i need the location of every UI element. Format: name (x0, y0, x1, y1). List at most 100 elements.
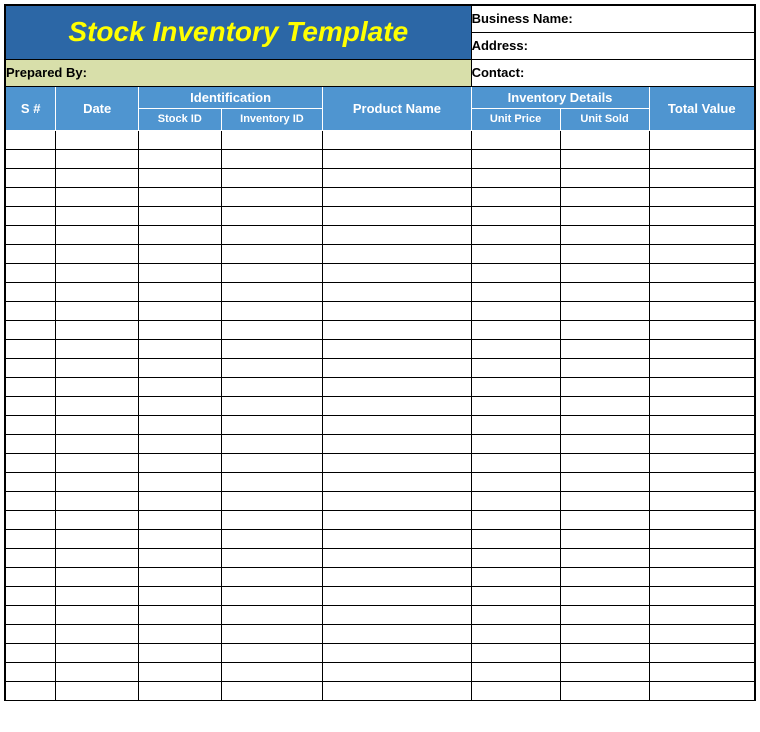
data-cell[interactable] (471, 263, 560, 282)
data-cell[interactable] (649, 301, 755, 320)
data-cell[interactable] (5, 301, 56, 320)
data-cell[interactable] (221, 491, 323, 510)
data-cell[interactable] (471, 491, 560, 510)
data-cell[interactable] (56, 320, 139, 339)
data-cell[interactable] (221, 453, 323, 472)
data-cell[interactable] (221, 472, 323, 491)
data-cell[interactable] (560, 396, 649, 415)
data-cell[interactable] (5, 624, 56, 643)
data-cell[interactable] (56, 377, 139, 396)
data-cell[interactable] (323, 510, 471, 529)
data-cell[interactable] (5, 472, 56, 491)
data-cell[interactable] (221, 187, 323, 206)
data-cell[interactable] (138, 624, 221, 643)
data-cell[interactable] (323, 396, 471, 415)
data-cell[interactable] (649, 149, 755, 168)
data-cell[interactable] (323, 244, 471, 263)
data-cell[interactable] (323, 415, 471, 434)
data-cell[interactable] (649, 282, 755, 301)
data-cell[interactable] (5, 339, 56, 358)
data-cell[interactable] (56, 225, 139, 244)
data-cell[interactable] (56, 662, 139, 681)
data-cell[interactable] (471, 662, 560, 681)
data-cell[interactable] (471, 529, 560, 548)
data-cell[interactable] (471, 415, 560, 434)
data-cell[interactable] (221, 320, 323, 339)
data-cell[interactable] (649, 567, 755, 586)
data-cell[interactable] (323, 529, 471, 548)
data-cell[interactable] (138, 244, 221, 263)
data-cell[interactable] (5, 605, 56, 624)
data-cell[interactable] (5, 187, 56, 206)
data-cell[interactable] (5, 548, 56, 567)
data-cell[interactable] (471, 358, 560, 377)
data-cell[interactable] (560, 149, 649, 168)
data-cell[interactable] (56, 548, 139, 567)
data-cell[interactable] (323, 624, 471, 643)
data-cell[interactable] (221, 301, 323, 320)
data-cell[interactable] (138, 187, 221, 206)
data-cell[interactable] (138, 662, 221, 681)
data-cell[interactable] (138, 510, 221, 529)
data-cell[interactable] (649, 377, 755, 396)
data-cell[interactable] (471, 339, 560, 358)
data-cell[interactable] (221, 168, 323, 187)
data-cell[interactable] (649, 244, 755, 263)
data-cell[interactable] (56, 472, 139, 491)
data-cell[interactable] (323, 548, 471, 567)
data-cell[interactable] (649, 415, 755, 434)
data-cell[interactable] (323, 567, 471, 586)
data-cell[interactable] (138, 396, 221, 415)
data-cell[interactable] (5, 358, 56, 377)
data-cell[interactable] (138, 605, 221, 624)
data-cell[interactable] (560, 643, 649, 662)
data-cell[interactable] (56, 586, 139, 605)
data-cell[interactable] (138, 206, 221, 225)
data-cell[interactable] (221, 396, 323, 415)
data-cell[interactable] (221, 510, 323, 529)
data-cell[interactable] (560, 510, 649, 529)
data-cell[interactable] (649, 263, 755, 282)
data-cell[interactable] (323, 605, 471, 624)
data-cell[interactable] (5, 681, 56, 700)
data-cell[interactable] (649, 510, 755, 529)
data-cell[interactable] (221, 149, 323, 168)
data-cell[interactable] (5, 586, 56, 605)
data-cell[interactable] (471, 510, 560, 529)
data-cell[interactable] (471, 187, 560, 206)
data-cell[interactable] (56, 206, 139, 225)
data-cell[interactable] (221, 225, 323, 244)
data-cell[interactable] (221, 605, 323, 624)
data-cell[interactable] (221, 244, 323, 263)
data-cell[interactable] (56, 282, 139, 301)
data-cell[interactable] (649, 339, 755, 358)
data-cell[interactable] (560, 662, 649, 681)
data-cell[interactable] (323, 130, 471, 149)
data-cell[interactable] (560, 187, 649, 206)
data-cell[interactable] (560, 586, 649, 605)
data-cell[interactable] (649, 529, 755, 548)
data-cell[interactable] (323, 472, 471, 491)
data-cell[interactable] (138, 491, 221, 510)
data-cell[interactable] (221, 263, 323, 282)
data-cell[interactable] (649, 624, 755, 643)
data-cell[interactable] (138, 358, 221, 377)
data-cell[interactable] (221, 624, 323, 643)
data-cell[interactable] (56, 301, 139, 320)
data-cell[interactable] (221, 434, 323, 453)
data-cell[interactable] (471, 567, 560, 586)
data-cell[interactable] (560, 415, 649, 434)
data-cell[interactable] (5, 320, 56, 339)
data-cell[interactable] (138, 529, 221, 548)
data-cell[interactable] (5, 282, 56, 301)
data-cell[interactable] (323, 377, 471, 396)
data-cell[interactable] (560, 434, 649, 453)
data-cell[interactable] (471, 605, 560, 624)
data-cell[interactable] (649, 187, 755, 206)
data-cell[interactable] (221, 130, 323, 149)
data-cell[interactable] (56, 263, 139, 282)
data-cell[interactable] (649, 453, 755, 472)
data-cell[interactable] (471, 282, 560, 301)
data-cell[interactable] (649, 320, 755, 339)
data-cell[interactable] (221, 643, 323, 662)
